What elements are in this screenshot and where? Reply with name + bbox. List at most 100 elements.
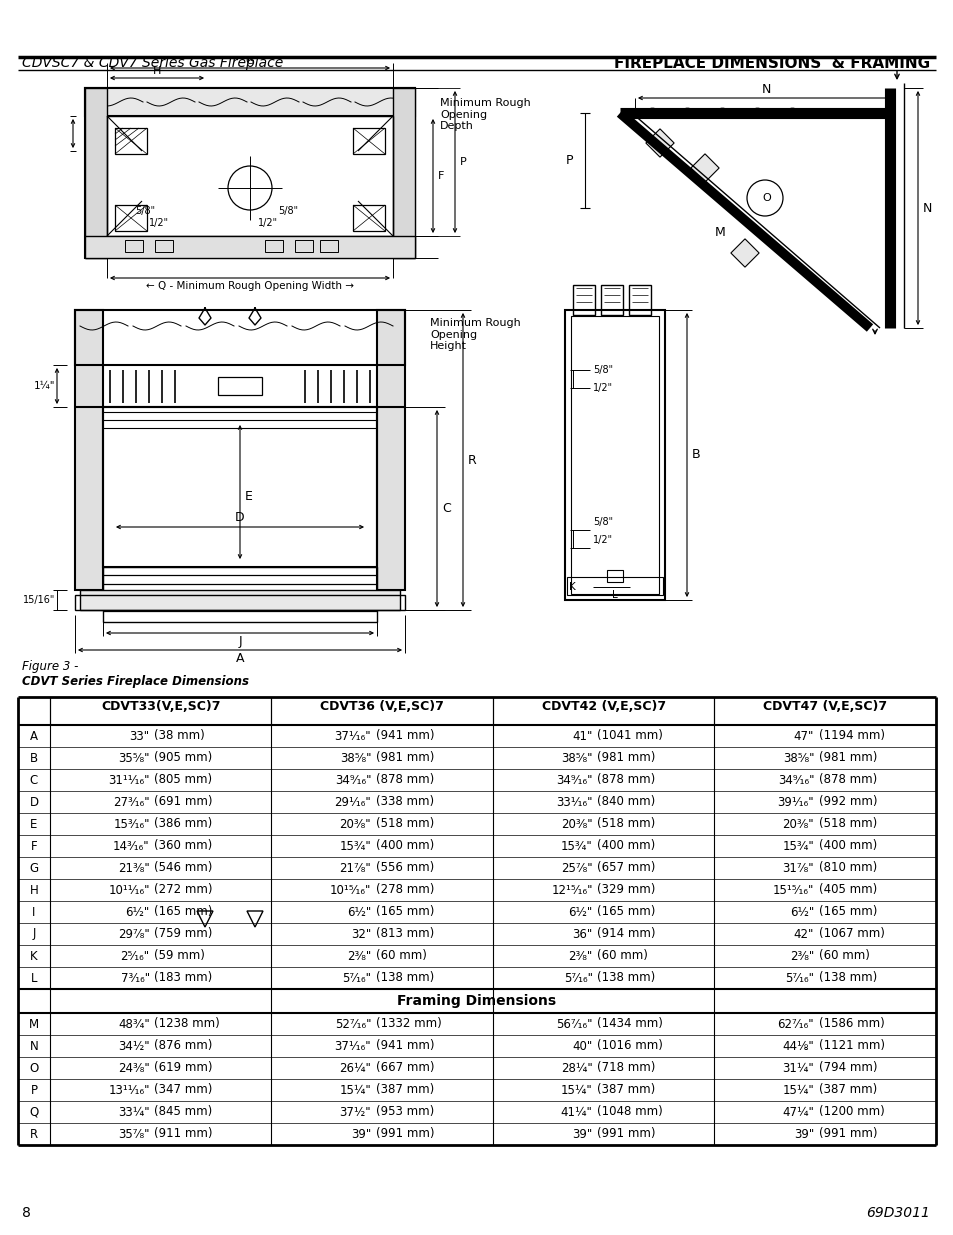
Text: 6½": 6½" [568, 905, 592, 919]
Bar [573, 285, 595, 315]
Text: CDVT33(V,E,SC)7: CDVT33(V,E,SC)7 [101, 700, 220, 713]
Text: (138 mm): (138 mm) [597, 972, 655, 984]
Text: 41¼": 41¼" [560, 1105, 592, 1119]
Text: (878 mm): (878 mm) [375, 773, 434, 787]
Text: CDVT Series Fireplace Dimensions: CDVT Series Fireplace Dimensions [22, 676, 249, 688]
Bar [154, 240, 172, 252]
Text: (347 mm): (347 mm) [154, 1083, 213, 1097]
Text: 5⁷⁄₁₆": 5⁷⁄₁₆" [342, 972, 371, 984]
Text: P: P [459, 157, 466, 167]
Text: 38⁵⁄₈": 38⁵⁄₈" [560, 752, 592, 764]
Bar [353, 205, 385, 231]
Text: (981 mm): (981 mm) [375, 752, 434, 764]
Text: (981 mm): (981 mm) [818, 752, 876, 764]
Bar [571, 316, 659, 594]
Text: 21³⁄₈": 21³⁄₈" [118, 862, 150, 874]
Text: (914 mm): (914 mm) [597, 927, 655, 941]
Text: 38⁵⁄₈": 38⁵⁄₈" [339, 752, 371, 764]
Text: (691 mm): (691 mm) [154, 795, 213, 809]
Text: 27³⁄₁₆": 27³⁄₁₆" [113, 795, 150, 809]
Text: D: D [30, 795, 38, 809]
Text: C: C [30, 773, 38, 787]
Text: CDVT36 (V,E,SC)7: CDVT36 (V,E,SC)7 [320, 700, 444, 713]
Text: K: K [30, 950, 38, 962]
Text: 5/8": 5/8" [135, 206, 155, 216]
Text: (400 mm): (400 mm) [597, 840, 655, 852]
Text: 38⁵⁄₈": 38⁵⁄₈" [781, 752, 813, 764]
Text: 34⁹⁄₁₆": 34⁹⁄₁₆" [556, 773, 592, 787]
Text: F: F [437, 170, 444, 182]
Text: 34⁹⁄₁₆": 34⁹⁄₁₆" [777, 773, 813, 787]
Text: (1048 mm): (1048 mm) [597, 1105, 662, 1119]
Text: 29⁷⁄₈": 29⁷⁄₈" [118, 927, 150, 941]
Bar [75, 595, 405, 610]
Text: 5/8": 5/8" [593, 366, 613, 375]
Bar [125, 240, 143, 252]
Text: 39": 39" [793, 1128, 813, 1140]
Bar [115, 205, 147, 231]
Text: Minimum Rough
Opening
Depth: Minimum Rough Opening Depth [439, 98, 530, 131]
Text: 1/2": 1/2" [593, 535, 613, 545]
Text: P: P [30, 1083, 37, 1097]
Text: (718 mm): (718 mm) [597, 1062, 655, 1074]
Text: 34½": 34½" [118, 1040, 150, 1052]
Text: (1238 mm): (1238 mm) [154, 1018, 219, 1030]
Text: 41": 41" [572, 730, 592, 742]
Text: 6½": 6½" [125, 905, 150, 919]
Text: E: E [245, 490, 253, 504]
Text: C: C [441, 501, 450, 515]
Text: (1121 mm): (1121 mm) [818, 1040, 883, 1052]
Bar [80, 590, 399, 610]
Text: 37¹⁄₁₆": 37¹⁄₁₆" [335, 1040, 371, 1052]
Text: 26¼": 26¼" [339, 1062, 371, 1074]
Text: 2³⁄₈": 2³⁄₈" [347, 950, 371, 962]
Text: (992 mm): (992 mm) [818, 795, 876, 809]
Text: (38 mm): (38 mm) [154, 730, 205, 742]
Text: P: P [565, 153, 573, 167]
Text: 25⁷⁄₈": 25⁷⁄₈" [560, 862, 592, 874]
Bar [107, 116, 393, 236]
Text: 33": 33" [130, 730, 150, 742]
Text: H: H [152, 65, 161, 77]
Text: (1016 mm): (1016 mm) [597, 1040, 662, 1052]
Text: 15³⁄₄": 15³⁄₄" [339, 840, 371, 852]
Text: 13¹¹⁄₁₆": 13¹¹⁄₁₆" [108, 1083, 150, 1097]
Bar [566, 577, 662, 595]
Text: 1/2": 1/2" [593, 383, 613, 393]
Text: 33¼": 33¼" [118, 1105, 150, 1119]
Text: (60 mm): (60 mm) [597, 950, 647, 962]
Text: G: G [246, 56, 254, 65]
Text: (878 mm): (878 mm) [597, 773, 655, 787]
Text: (1200 mm): (1200 mm) [818, 1105, 883, 1119]
Text: (138 mm): (138 mm) [818, 972, 876, 984]
Text: 39¹⁄₁₆": 39¹⁄₁₆" [777, 795, 813, 809]
Text: 44⅛": 44⅛" [781, 1040, 813, 1052]
Text: 15¼": 15¼" [339, 1083, 371, 1097]
Text: 15³⁄₁₆": 15³⁄₁₆" [113, 818, 150, 830]
Text: 2³⁄₈": 2³⁄₈" [789, 950, 813, 962]
Text: (183 mm): (183 mm) [154, 972, 213, 984]
Text: (845 mm): (845 mm) [154, 1105, 213, 1119]
Text: 47": 47" [793, 730, 813, 742]
Text: R: R [30, 1128, 38, 1140]
Text: (953 mm): (953 mm) [375, 1105, 434, 1119]
Text: R: R [468, 453, 476, 467]
Text: 5⁷⁄₁₆": 5⁷⁄₁₆" [563, 972, 592, 984]
Text: 28¼": 28¼" [560, 1062, 592, 1074]
Text: M: M [714, 226, 725, 240]
Text: Framing Dimensions: Framing Dimensions [397, 994, 556, 1008]
Text: (991 mm): (991 mm) [818, 1128, 876, 1140]
Text: (165 mm): (165 mm) [154, 905, 213, 919]
Text: 36": 36" [572, 927, 592, 941]
Text: (794 mm): (794 mm) [818, 1062, 876, 1074]
Text: Minimum Rough
Opening
Height: Minimum Rough Opening Height [430, 317, 520, 351]
Text: (991 mm): (991 mm) [375, 1128, 434, 1140]
Text: (60 mm): (60 mm) [818, 950, 868, 962]
Text: ← Q - Minimum Rough Opening Width →: ← Q - Minimum Rough Opening Width → [146, 282, 354, 291]
Text: 15³⁄₄": 15³⁄₄" [560, 840, 592, 852]
Text: (1067 mm): (1067 mm) [818, 927, 883, 941]
Text: 32": 32" [351, 927, 371, 941]
Text: N: N [923, 201, 931, 215]
Text: G: G [30, 862, 38, 874]
Text: 2⁵⁄₁₆": 2⁵⁄₁₆" [120, 950, 150, 962]
